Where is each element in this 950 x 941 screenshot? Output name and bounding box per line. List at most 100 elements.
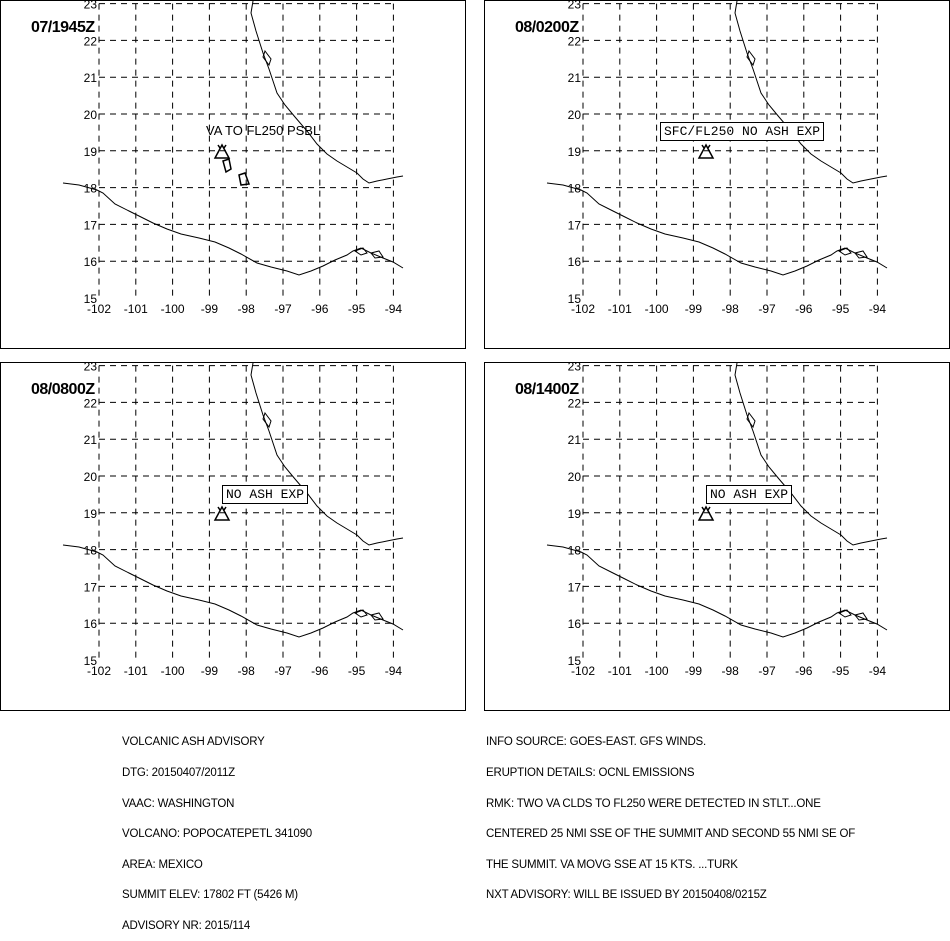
coast-island	[370, 250, 384, 259]
lon-tick-label: -99	[201, 664, 219, 678]
pacific-coastline	[546, 182, 888, 276]
lon-tick-label: -102	[571, 302, 595, 316]
advisory-right-line: INFO SOURCE: GOES-EAST. GFS WINDS.	[486, 736, 707, 749]
lat-tick-label: 15	[568, 292, 582, 306]
gulf-coastline	[250, 1, 404, 184]
ash-forecast-label: NO ASH EXP	[706, 485, 793, 504]
pacific-coastline	[546, 544, 888, 638]
ash-forecast-label: VA TO FL250 PSBL	[206, 123, 321, 138]
advisory-right-line: ERUPTION DETAILS: OCNL EMISSIONS	[486, 767, 695, 779]
coast-island	[837, 247, 852, 256]
advisory-right-line: CENTERED 25 NMI SSE OF THE SUMMIT AND SE…	[486, 828, 856, 841]
lon-tick-label: -97	[758, 664, 776, 678]
lagoon-outline	[746, 411, 756, 429]
lat-tick-label: 20	[84, 470, 98, 484]
lat-tick-label: 19	[568, 145, 582, 159]
lat-tick-label: 21	[568, 71, 582, 85]
lon-tick-label: -102	[571, 664, 595, 678]
lat-tick-label: 20	[568, 470, 582, 484]
lat-tick-label: 22	[568, 34, 582, 48]
ash-forecast-label: SFC/FL250 NO ASH EXP	[660, 122, 825, 141]
map-panel-2: -102 -101 -100 -99 -98 -97 -96 -95 -94 15 16 17 18 19…	[484, 0, 950, 349]
lagoon-outline	[746, 49, 756, 67]
lon-tick-label: -99	[201, 302, 219, 316]
lon-tick-label: -100	[645, 302, 669, 316]
panel-time-label: 08/1400Z	[515, 381, 579, 398]
lat-tick-label: 19	[84, 507, 98, 521]
lat-tick-label: 17	[568, 580, 582, 594]
lat-tick-label: 21	[84, 71, 98, 85]
advisory-left-line: SUMMIT ELEV: 17802 FT (5426 M)	[122, 889, 298, 902]
lon-tick-label: -101	[608, 664, 632, 678]
coast-island	[370, 612, 384, 621]
map-svg: -102 -101 -100 -99 -98 -97 -96 -95 -941516171819…	[62, 1, 404, 316]
map-panel-1: -102 -101 -100 -99 -98 -97 -96 -95 -94 15 16 17 18 19…	[0, 0, 466, 349]
lon-tick-label: -99	[685, 664, 703, 678]
gulf-coastline	[734, 363, 888, 546]
lon-tick-label: -100	[645, 664, 669, 678]
coast-island	[854, 612, 868, 621]
lon-tick-label: -95	[832, 302, 850, 316]
lon-tick-label: -102	[87, 302, 111, 316]
map-panel-4: -102 -101 -100 -99 -98 -97 -96 -95 -94 15 16 17 18 19…	[484, 362, 950, 711]
map-panel-3: -102 -101 -100 -99 -98 -97 -96 -95 -94 15 16 17 18 19…	[0, 362, 466, 711]
ash-cloud-polygon	[222, 158, 232, 174]
lon-tick-label: -94	[869, 664, 887, 678]
lon-tick-label: -97	[274, 664, 292, 678]
lon-tick-label: -96	[795, 302, 813, 316]
lon-tick-label: -95	[348, 664, 366, 678]
lon-tick-label: -97	[274, 302, 292, 316]
lon-tick-label: -98	[238, 664, 256, 678]
lat-tick-label: 16	[84, 617, 98, 631]
lon-tick-label: -96	[311, 302, 329, 316]
lat-tick-label: 17	[568, 218, 582, 232]
lat-tick-label: 23	[84, 1, 98, 12]
panel-time-label: 08/0800Z	[31, 381, 95, 398]
lagoon-outline	[262, 49, 272, 67]
advisory-left-line: VOLCANO: POPOCATEPETL 341090	[122, 828, 312, 841]
pacific-coastline	[62, 544, 404, 638]
volcano-triangle-icon	[697, 143, 715, 159]
lat-tick-label: 16	[84, 255, 98, 269]
lagoon-outline	[262, 411, 272, 429]
gulf-coastline	[734, 1, 888, 184]
lat-tick-label: 21	[84, 433, 98, 447]
advisory-left-line: AREA: MEXICO	[122, 858, 203, 871]
lat-tick-label: 19	[568, 507, 582, 521]
volcano-triangle-icon	[697, 505, 715, 521]
lon-tick-label: -99	[685, 302, 703, 316]
advisory-left-line: VOLCANIC ASH ADVISORY	[122, 736, 265, 749]
lon-tick-label: -94	[869, 302, 887, 316]
lon-tick-label: -95	[348, 302, 366, 316]
lat-tick-label: 22	[84, 34, 98, 48]
lat-tick-label: 15	[84, 292, 98, 306]
advisory-right-line: THE SUMMIT. VA MOVG SSE AT 15 KTS. ...TU…	[486, 858, 738, 871]
gulf-coastline	[250, 363, 404, 546]
lon-tick-label: -98	[722, 302, 740, 316]
volcano-triangle-icon	[213, 505, 231, 521]
lat-tick-label: 22	[84, 396, 98, 410]
lon-tick-label: -95	[832, 664, 850, 678]
lat-tick-label: 17	[84, 218, 98, 232]
panel-time-label: 08/0200Z	[515, 19, 579, 36]
map-svg: -102 -101 -100 -99 -98 -97 -96 -95 -941516171819…	[546, 1, 888, 316]
lon-tick-label: -94	[385, 302, 403, 316]
advisory-left-line: ADVISORY NR: 2015/114	[122, 919, 251, 932]
lon-tick-label: -94	[385, 664, 403, 678]
lat-tick-label: 17	[84, 580, 98, 594]
coast-island	[854, 250, 868, 259]
coast-island	[353, 609, 368, 618]
advisory-left-block: VOLCANIC ASH ADVISORY DTG: 20150407/2011…	[122, 717, 312, 941]
lon-tick-label: -101	[124, 664, 148, 678]
lon-tick-label: -101	[608, 302, 632, 316]
advisory-left-line: DTG: 20150407/2011Z	[122, 767, 235, 779]
lon-tick-label: -98	[722, 664, 740, 678]
lon-tick-label: -97	[758, 302, 776, 316]
lat-tick-label: 20	[84, 108, 98, 122]
lat-tick-label: 16	[568, 617, 582, 631]
coast-island	[837, 609, 852, 618]
lat-tick-label: 15	[84, 654, 98, 668]
lon-tick-label: -101	[124, 302, 148, 316]
lat-tick-label: 21	[568, 433, 582, 447]
lon-tick-label: -96	[795, 664, 813, 678]
